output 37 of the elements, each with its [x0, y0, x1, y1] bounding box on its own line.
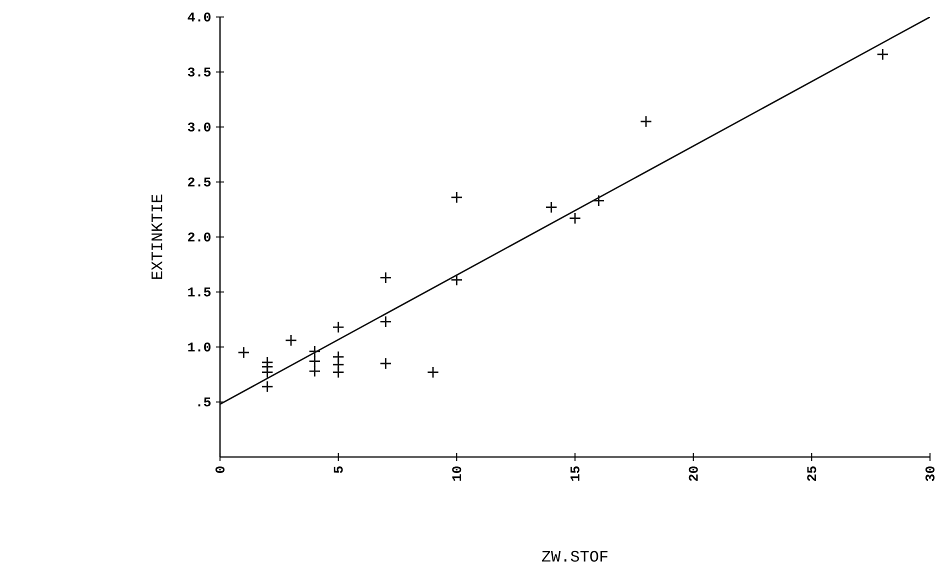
- point: [238, 346, 250, 359]
- point: [568, 212, 582, 224]
- point: [876, 48, 889, 60]
- y-tick-label: 4.0: [188, 12, 211, 22]
- point: [380, 316, 392, 328]
- x-axis-title: ZW.STOF: [542, 550, 608, 562]
- point: [380, 357, 392, 370]
- x-tick-label: 30: [925, 466, 935, 482]
- point: [261, 380, 274, 393]
- point: [450, 191, 463, 204]
- x-tick-label: 20: [688, 466, 698, 481]
- y-tick-label: 3.0: [188, 122, 211, 132]
- y-tick-label: 1.5: [188, 288, 211, 296]
- point: [640, 115, 652, 128]
- y-tick-label: 2.0: [188, 232, 211, 242]
- point: [308, 365, 321, 378]
- point: [450, 274, 463, 286]
- x-tick-label: 5: [334, 466, 343, 474]
- point: [332, 321, 344, 334]
- y-tick-label: 1.0: [188, 342, 211, 352]
- x-tick-label: 25: [807, 466, 816, 481]
- point: [380, 272, 392, 284]
- point: [308, 345, 321, 358]
- point: [592, 194, 605, 207]
- y-tick-label: 2.5: [188, 177, 211, 187]
- point: [284, 334, 298, 346]
- x-tick-label: 0: [215, 466, 225, 473]
- x-tick-label: 10: [452, 466, 462, 481]
- point: [332, 366, 344, 378]
- y-tick-label: .5: [198, 398, 211, 406]
- x-tick-label: 15: [570, 466, 580, 481]
- y-axis-title: EXTINKTIE: [152, 194, 162, 279]
- point: [426, 366, 440, 378]
- y-tick-label: 3.5: [188, 67, 211, 77]
- point: [261, 366, 274, 378]
- point: [545, 201, 558, 214]
- point: [308, 355, 321, 368]
